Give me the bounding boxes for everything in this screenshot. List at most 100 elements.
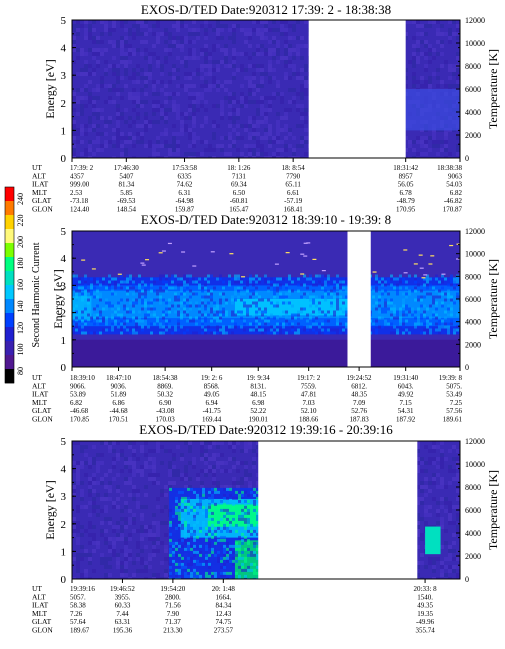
orbit-value: 165.47 <box>229 206 249 214</box>
orbit-value: 8568. <box>204 382 220 390</box>
orbit-value: 189.61 <box>443 416 463 424</box>
orbit-value: 7559. <box>301 382 317 390</box>
y2-tick-label: 12000 <box>465 437 485 446</box>
orbit-value: 6.98 <box>252 399 265 407</box>
colorbar-segment <box>5 313 14 328</box>
y2-tick-label: 2000 <box>465 340 481 349</box>
orbit-row-label: MLT <box>32 609 48 618</box>
orbit-value: 148.54 <box>117 206 137 214</box>
orbit-value: 18:39:10 <box>70 374 95 382</box>
orbit-value: 74.75 <box>215 618 231 626</box>
colorbar-segment <box>5 299 14 314</box>
y-tick-label: 4 <box>61 464 67 476</box>
orbit-value: 170.51 <box>109 416 129 424</box>
y2-axis-label: Temperature [K] <box>486 470 500 550</box>
orbit-table: UTALTILATMLTGLATGLON18:39:109066.53.896.… <box>32 367 463 424</box>
orbit-value: 84.34 <box>215 602 231 610</box>
orbit-value: 17:53:58 <box>172 164 197 172</box>
orbit-value: 9063 <box>448 172 463 180</box>
y-axis-label: Energy [eV] <box>43 59 57 118</box>
orbit-value: 6.31 <box>178 189 191 197</box>
orbit-value: 999.00 <box>70 181 90 189</box>
orbit-value: 48.15 <box>250 391 266 399</box>
orbit-value: 19:31:40 <box>393 374 418 382</box>
y2-tick-label: 4000 <box>465 529 481 538</box>
y2-axis-label: Temperature [K] <box>486 49 500 129</box>
orbit-value: 57.64 <box>70 618 86 626</box>
orbit-value: 6335 <box>178 172 193 180</box>
orbit-row-label: ILAT <box>32 601 49 610</box>
orbit-value: 63.31 <box>115 618 131 626</box>
y2-tick-label: 0 <box>465 154 469 163</box>
data-gap <box>308 20 406 158</box>
orbit-value: 187.83 <box>349 416 369 424</box>
y-tick-label: 3 <box>61 491 67 503</box>
orbit-value: 18:47:10 <box>106 374 131 382</box>
orbit-value: -43.08 <box>156 407 175 415</box>
orbit-value: 7.44 <box>116 610 129 618</box>
y2-tick-label: 6000 <box>465 506 481 515</box>
y-tick-label: 5 <box>61 226 67 238</box>
orbit-value: 53.89 <box>70 391 86 399</box>
y-tick-label: 0 <box>61 362 67 374</box>
orbit-value: 47.81 <box>301 391 317 399</box>
colorbar-segment <box>5 369 14 384</box>
colorbar-segment <box>5 257 14 272</box>
orbit-value: 1540. <box>417 593 433 601</box>
orbit-row-label: ALT <box>32 592 46 601</box>
orbit-value: 52.22 <box>250 407 266 415</box>
y2-tick-label: 2000 <box>465 131 481 140</box>
orbit-value: 3955. <box>115 593 131 601</box>
orbit-value: 169.44 <box>202 416 222 424</box>
data-gap <box>258 441 418 579</box>
orbit-value: 9036. <box>111 382 127 390</box>
colorbar-label: Second Harmonic Current <box>31 242 42 347</box>
y-tick-label: 2 <box>61 98 67 110</box>
orbit-value: 18:38:38 <box>437 164 462 172</box>
orbit-value: 7.90 <box>167 610 180 618</box>
orbit-value: -41.75 <box>203 407 222 415</box>
orbit-value: 81.34 <box>118 181 134 189</box>
orbit-value: 170.03 <box>155 416 175 424</box>
data-gap <box>347 231 371 367</box>
orbit-value: 18:31:42 <box>393 164 418 172</box>
orbit-value: 170.95 <box>396 206 416 214</box>
orbit-value: 213.30 <box>163 627 183 635</box>
orbit-row-label: ALT <box>32 171 46 180</box>
orbit-value: 7790 <box>286 172 301 180</box>
orbit-value: 6.82 <box>70 399 83 407</box>
panel-title: EXOS-D/TED Date:920312 18:39:10 - 19:39:… <box>141 212 391 227</box>
orbit-value: 8131. <box>250 382 266 390</box>
orbit-value: 170.87 <box>443 206 463 214</box>
colorbar-tick-label: 200 <box>16 236 25 248</box>
orbit-row-label: GLAT <box>32 617 52 626</box>
colorbar-tick-label: 100 <box>16 344 25 356</box>
y-tick-label: 5 <box>61 436 67 448</box>
orbit-value: 6.86 <box>112 399 125 407</box>
orbit-value: -46.82 <box>444 197 463 205</box>
orbit-value: -46.68 <box>70 407 89 415</box>
orbit-value: 19: 9:34 <box>247 374 271 382</box>
orbit-value: 54.31 <box>398 407 414 415</box>
orbit-value: 187.92 <box>396 416 416 424</box>
spectrogram-image <box>72 441 460 579</box>
orbit-value: 6.82 <box>450 189 463 197</box>
colorbar-segment <box>5 355 14 370</box>
orbit-value: -73.18 <box>70 197 89 205</box>
orbit-value: 19:24:52 <box>347 374 372 382</box>
y-tick-label: 4 <box>61 43 67 55</box>
orbit-value: 60.33 <box>115 602 131 610</box>
orbit-row-label: UT <box>32 163 42 172</box>
orbit-row-label: GLON <box>32 626 53 635</box>
orbit-value: -60.81 <box>230 197 249 205</box>
orbit-value: 7131 <box>232 172 247 180</box>
colorbar-tick-label: 120 <box>16 322 25 334</box>
orbit-value: 1664. <box>215 593 231 601</box>
spectrogram-panel-3: EXOS-D/TED Date:920312 19:39:16 - 20:39:… <box>32 422 500 635</box>
orbit-row-label: ALT <box>32 381 46 390</box>
orbit-row-label: MLT <box>32 188 48 197</box>
orbit-value: 19:46:52 <box>110 585 135 593</box>
y2-tick-label: 2000 <box>465 552 481 561</box>
y-tick-label: 5 <box>61 15 67 27</box>
